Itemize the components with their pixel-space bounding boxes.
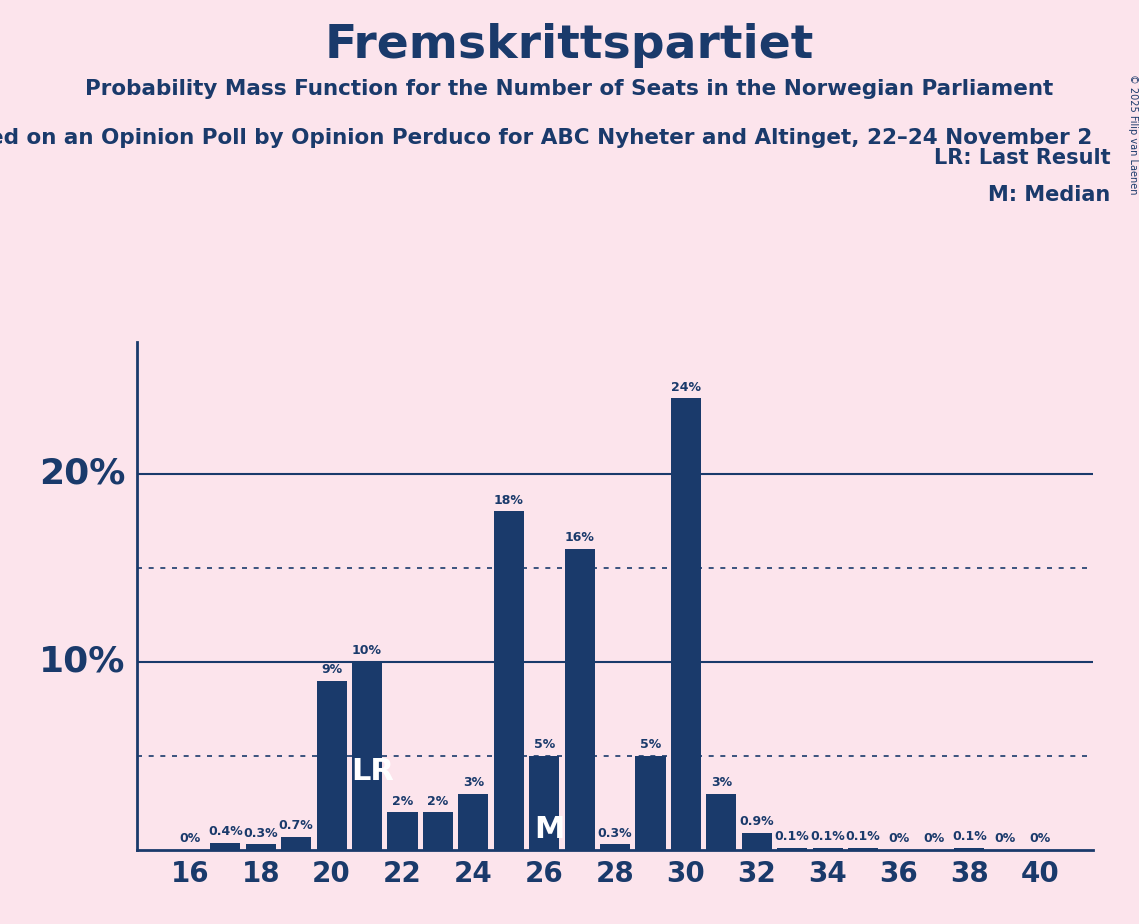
- Text: 5%: 5%: [640, 738, 661, 751]
- Bar: [636, 756, 665, 850]
- Bar: [211, 843, 240, 850]
- Text: LR: LR: [351, 757, 394, 785]
- Text: Probability Mass Function for the Number of Seats in the Norwegian Parliament: Probability Mass Function for the Number…: [85, 79, 1054, 99]
- Text: 10%: 10%: [352, 644, 382, 657]
- Bar: [246, 845, 276, 850]
- Bar: [706, 794, 737, 850]
- Bar: [812, 848, 843, 850]
- Text: 3%: 3%: [711, 776, 732, 789]
- Text: 3%: 3%: [462, 776, 484, 789]
- Bar: [671, 398, 700, 850]
- Text: 10%: 10%: [39, 645, 125, 679]
- Text: 0.3%: 0.3%: [244, 827, 278, 840]
- Text: 0%: 0%: [179, 833, 200, 845]
- Bar: [387, 812, 418, 850]
- Text: 5%: 5%: [533, 738, 555, 751]
- Text: M: Median: M: Median: [989, 185, 1111, 205]
- Text: M: M: [534, 815, 565, 844]
- Bar: [565, 549, 595, 850]
- Text: 0.1%: 0.1%: [810, 831, 845, 844]
- Text: 0%: 0%: [994, 833, 1016, 845]
- Bar: [600, 845, 630, 850]
- Bar: [423, 812, 453, 850]
- Bar: [530, 756, 559, 850]
- Bar: [352, 662, 382, 850]
- Bar: [458, 794, 489, 850]
- Bar: [954, 848, 984, 850]
- Bar: [741, 833, 772, 850]
- Bar: [849, 848, 878, 850]
- Text: 0.1%: 0.1%: [952, 831, 986, 844]
- Bar: [281, 837, 311, 850]
- Bar: [777, 848, 808, 850]
- Text: 24%: 24%: [671, 381, 700, 394]
- Bar: [317, 681, 346, 850]
- Text: 9%: 9%: [321, 663, 342, 676]
- Text: 2%: 2%: [427, 795, 449, 808]
- Text: 2%: 2%: [392, 795, 413, 808]
- Text: LR: Last Result: LR: Last Result: [934, 148, 1111, 168]
- Text: 0.7%: 0.7%: [279, 820, 313, 833]
- Text: 18%: 18%: [494, 493, 524, 506]
- Text: 0.1%: 0.1%: [846, 831, 880, 844]
- Bar: [493, 511, 524, 850]
- Text: Fremskrittspartiet: Fremskrittspartiet: [325, 23, 814, 68]
- Text: 0%: 0%: [1030, 833, 1051, 845]
- Text: 0.1%: 0.1%: [775, 831, 810, 844]
- Text: 0.9%: 0.9%: [739, 816, 775, 829]
- Text: 0%: 0%: [888, 833, 909, 845]
- Text: ed on an Opinion Poll by Opinion Perduco for ABC Nyheter and Altinget, 22–24 Nov: ed on an Opinion Poll by Opinion Perduco…: [0, 128, 1092, 148]
- Text: 16%: 16%: [565, 531, 595, 544]
- Text: 0%: 0%: [924, 833, 944, 845]
- Text: 0.3%: 0.3%: [598, 827, 632, 840]
- Text: 20%: 20%: [39, 456, 125, 491]
- Text: © 2025 Filip van Laenen: © 2025 Filip van Laenen: [1129, 74, 1138, 194]
- Text: 0.4%: 0.4%: [208, 825, 243, 838]
